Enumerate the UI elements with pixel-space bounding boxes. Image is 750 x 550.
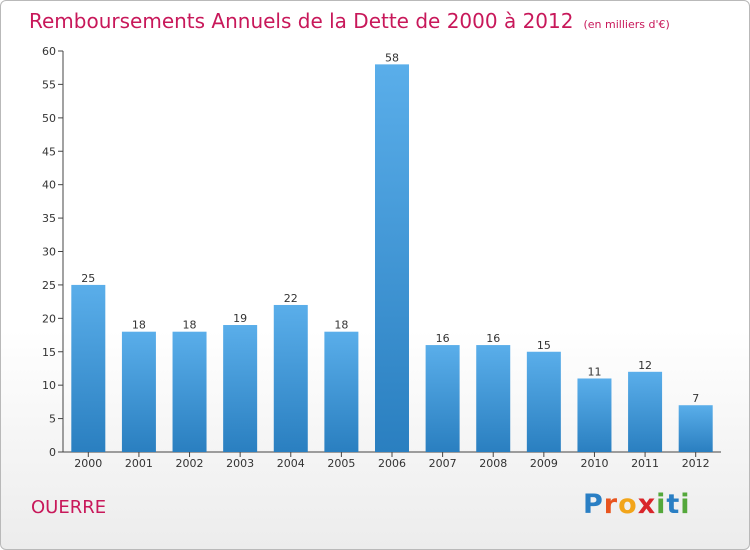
chart-axes: 0 5 10 15 20 25 30 35 40 45 50 55 60 <box>42 45 721 459</box>
bar-2011 <box>628 371 663 452</box>
x-tick-label: 2008 <box>479 457 507 470</box>
y-tick-label: 5 <box>49 413 56 426</box>
chart-labels: 2000 25 2001 18 2002 18 2003 19 2004 22 2005 18 2006… <box>74 51 709 470</box>
x-tick-label: 2004 <box>277 457 305 470</box>
value-label: 19 <box>233 312 247 325</box>
value-label: 58 <box>385 51 399 64</box>
bar-2003 <box>223 325 258 452</box>
value-label: 18 <box>334 319 348 332</box>
y-tick-label: 50 <box>42 112 56 125</box>
x-tick-label: 2005 <box>327 457 355 470</box>
value-label: 25 <box>81 272 95 285</box>
x-tick-label: 2010 <box>580 457 608 470</box>
y-tick-label: 20 <box>42 312 56 325</box>
bar-2000 <box>71 284 106 452</box>
x-tick-label: 2007 <box>429 457 457 470</box>
bar-2002 <box>172 331 207 452</box>
value-label: 18 <box>132 319 146 332</box>
y-tick-label: 55 <box>42 78 56 91</box>
bar-2012 <box>678 405 713 452</box>
bar-2010 <box>577 378 612 452</box>
x-tick-label: 2012 <box>682 457 710 470</box>
chart-bars <box>71 64 713 452</box>
x-tick-label: 2003 <box>226 457 254 470</box>
x-tick-label: 2000 <box>74 457 102 470</box>
x-tick-label: 2002 <box>176 457 204 470</box>
value-label: 16 <box>486 332 500 345</box>
value-label: 11 <box>587 365 601 378</box>
value-label: 12 <box>638 359 652 372</box>
y-tick-label: 35 <box>42 212 56 225</box>
y-tick-label: 25 <box>42 279 56 292</box>
y-tick-label: 30 <box>42 246 56 259</box>
value-label: 16 <box>436 332 450 345</box>
bar-2009 <box>526 351 561 452</box>
y-tick-label: 45 <box>42 145 56 158</box>
commune-name: OUERRE <box>31 497 107 518</box>
chart-subtitle: (en milliers d'€) <box>583 18 670 31</box>
y-tick-label: 10 <box>42 379 56 392</box>
chart-title-text: Remboursements Annuels de la Dette de 20… <box>29 9 574 33</box>
value-label: 18 <box>183 319 197 332</box>
x-tick-label: 2006 <box>378 457 406 470</box>
bar-2004 <box>273 304 308 452</box>
bar-2001 <box>121 331 156 452</box>
bar-2008 <box>476 345 511 452</box>
value-label: 7 <box>692 392 699 405</box>
bar-2007 <box>425 345 460 452</box>
bar-2006 <box>375 64 409 452</box>
chart-title: Remboursements Annuels de la Dette de 20… <box>29 9 670 33</box>
y-tick-label: 60 <box>42 45 56 58</box>
y-tick-label: 0 <box>49 446 56 459</box>
bar-2005 <box>324 331 359 452</box>
y-tick-label: 15 <box>42 346 56 359</box>
x-tick-label: 2001 <box>125 457 153 470</box>
value-label: 22 <box>284 292 298 305</box>
y-tick-label: 40 <box>42 179 56 192</box>
x-tick-label: 2009 <box>530 457 558 470</box>
proxiti-logo[interactable]: Proxiti <box>583 489 691 520</box>
value-label: 15 <box>537 339 551 352</box>
x-tick-label: 2011 <box>631 457 659 470</box>
